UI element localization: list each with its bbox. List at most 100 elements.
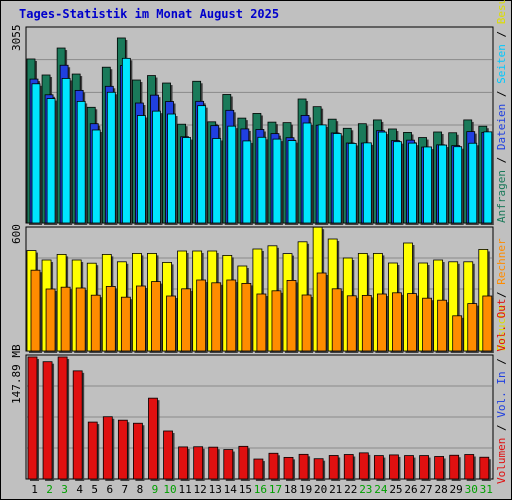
bar-rechner-7 (120, 296, 131, 352)
y-max-label-mid: 600 (10, 224, 23, 244)
bar-volumen-22 (343, 454, 354, 480)
bar-seiten-25 (393, 141, 402, 224)
legend-part: Volumen (495, 437, 508, 484)
bar-rechner-26 (407, 293, 417, 352)
bar-volumen-3 (57, 356, 68, 480)
bar-rechner-2 (45, 288, 56, 352)
bar-volumen-13 (208, 446, 219, 480)
bar-volumen-6 (102, 416, 113, 480)
day-label-31: 31 (480, 483, 493, 496)
bar-seiten-8 (137, 115, 146, 224)
bar-volumen-17 (268, 452, 279, 480)
bar-seiten-31 (483, 131, 493, 224)
bar-rechner-13 (211, 282, 222, 352)
bar-volumen-26 (404, 455, 414, 480)
bar-seiten-5 (91, 129, 101, 224)
bar-seiten-1 (31, 83, 41, 224)
bar-rechner-12 (196, 279, 207, 352)
day-label-17: 17 (269, 483, 282, 496)
bar-seiten-20 (317, 124, 327, 224)
bar-seiten-28 (438, 144, 448, 224)
bar-seiten-7 (121, 57, 131, 224)
bar-volumen-20 (313, 458, 324, 480)
bar-rechner-22 (346, 295, 357, 352)
day-label-27: 27 (419, 483, 432, 496)
bar-rechner-8 (136, 285, 146, 352)
bar-rechner-4 (75, 287, 86, 352)
bar-volumen-27 (419, 455, 429, 480)
day-label-29: 29 (450, 483, 463, 496)
day-label-6: 6 (106, 483, 113, 496)
bar-seiten-18 (287, 140, 297, 224)
day-label-7: 7 (122, 483, 129, 496)
bar-seiten-29 (453, 146, 463, 224)
day-label-23: 23 (359, 483, 372, 496)
bar-rechner-20 (316, 272, 327, 352)
legend-part: Seiten (495, 44, 508, 84)
bar-volumen-18 (283, 456, 294, 480)
day-label-8: 8 (137, 483, 144, 496)
legend-part: Anfragen (495, 170, 508, 223)
bar-seiten-19 (302, 122, 312, 224)
day-label-18: 18 (284, 483, 297, 496)
day-label-13: 13 (209, 483, 222, 496)
bar-seiten-4 (76, 100, 86, 224)
bar-seiten-27 (423, 146, 432, 224)
bar-rechner-24 (376, 293, 387, 352)
right-legend-top: Anfragen / Dateien / Seiten / Besuche (495, 0, 508, 223)
right-legend-bot: Volumen / Vol. In / Vol. Out (495, 299, 508, 484)
bar-seiten-17 (272, 138, 282, 224)
day-label-28: 28 (434, 483, 447, 496)
day-label-3: 3 (61, 483, 68, 496)
bar-volumen-28 (434, 456, 445, 480)
legend-part: / (495, 351, 508, 372)
bar-volumen-15 (238, 445, 249, 480)
day-label-15: 15 (239, 483, 252, 496)
day-label-4: 4 (76, 483, 83, 496)
bar-rechner-19 (301, 294, 312, 352)
bar-seiten-21 (332, 133, 342, 224)
bar-rechner-14 (226, 279, 237, 352)
day-label-25: 25 (389, 483, 402, 496)
legend-part: Vol. Out (495, 298, 508, 352)
day-label-30: 30 (465, 483, 478, 496)
day-label-20: 20 (314, 483, 327, 496)
day-label-12: 12 (194, 483, 207, 496)
legend-part: Besuche (495, 0, 508, 25)
day-label-14: 14 (224, 483, 238, 496)
bar-rechner-31 (482, 295, 493, 352)
bar-volumen-9 (148, 397, 158, 480)
bar-rechner-6 (105, 285, 116, 352)
bar-rechner-27 (422, 297, 432, 352)
bar-rechner-28 (437, 299, 448, 352)
bar-seiten-22 (347, 143, 357, 224)
day-label-19: 19 (299, 483, 312, 496)
bar-seiten-24 (377, 131, 387, 224)
day-label-2: 2 (46, 483, 53, 496)
bar-seiten-6 (106, 91, 116, 224)
legend-part: / (495, 83, 508, 104)
bar-volumen-5 (87, 421, 98, 480)
bar-volumen-10 (163, 430, 173, 480)
bar-volumen-8 (133, 422, 143, 480)
legend-part: / (495, 417, 508, 438)
bar-rechner-30 (467, 303, 478, 352)
day-label-22: 22 (344, 483, 357, 496)
bar-rechner-10 (166, 295, 176, 352)
bar-seiten-2 (46, 98, 56, 224)
bar-volumen-24 (373, 455, 384, 480)
legend-part: Rechner (495, 238, 508, 285)
bar-volumen-25 (389, 454, 399, 480)
day-label-24: 24 (374, 483, 388, 496)
bar-rechner-23 (361, 294, 372, 352)
bar-rechner-3 (60, 286, 71, 352)
legend-part: / (495, 150, 508, 171)
legend-part: Vol. In (495, 371, 508, 418)
bar-volumen-29 (449, 454, 460, 480)
bar-volumen-12 (193, 446, 204, 480)
bar-rechner-5 (90, 294, 101, 352)
bar-rechner-1 (30, 269, 41, 352)
day-label-26: 26 (404, 483, 417, 496)
bar-volumen-14 (223, 449, 234, 480)
